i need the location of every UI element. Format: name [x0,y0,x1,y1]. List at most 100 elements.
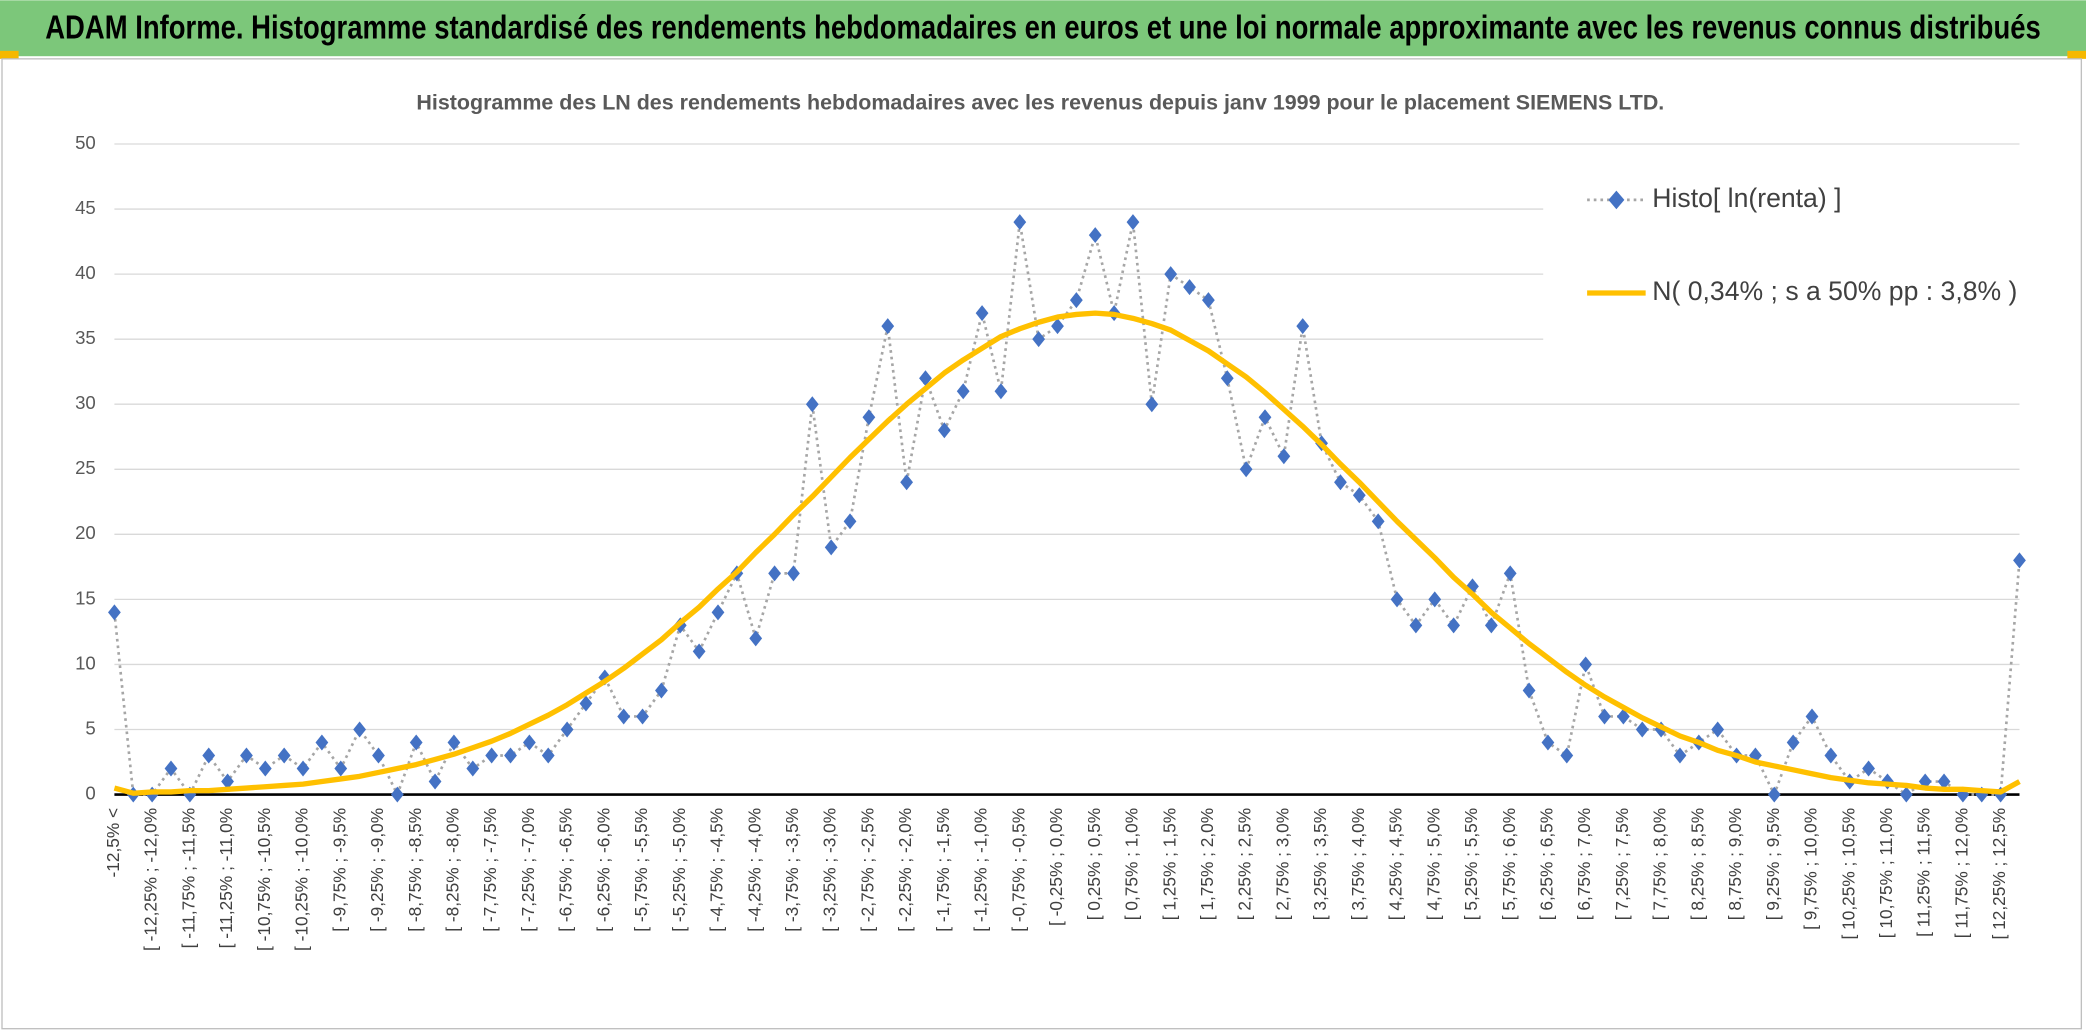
series-line [113,310,2021,796]
data-point [692,643,706,660]
x-tick-label: [ 6,75% ; 7,0% [1574,808,1594,920]
data-point [1635,721,1649,738]
x-tick-label: [ -9,25% ; -9,0% [367,808,387,932]
data-point [560,721,574,738]
x-tick-label: [ 5,25% ; 5,5% [1461,808,1481,920]
x-tick-label: [ -3,25% ; -3,0% [820,808,840,932]
data-point [334,760,348,777]
data-point [183,786,197,803]
data-point [315,734,329,751]
y-tick-label: 5 [85,717,95,738]
y-tick-label: 0 [85,782,95,803]
data-point [390,786,404,803]
chart-border [1,58,2083,1030]
x-tick-label: [ -1,25% ; -1,0% [971,808,991,932]
x-tick-label: [ -11,75% ; -11,5% [178,808,198,949]
x-tick-label: [ 4,25% ; 4,5% [1386,808,1406,920]
x-tick-label: [ 7,25% ; 7,5% [1612,808,1632,920]
x-tick-label: [ -4,75% ; -4,5% [707,808,727,932]
data-point [1032,331,1046,348]
x-tick-label: [ 2,75% ; 3,0% [1272,808,1292,920]
data-point [1334,474,1347,491]
data-point [1616,708,1630,725]
x-tick-label: [ 3,75% ; 4,0% [1348,808,1368,920]
data-point [1560,747,1574,764]
data-point [1937,773,1951,790]
x-tick-label: [ 7,75% ; 8,0% [1650,808,1670,920]
x-tick-label: [ -8,25% ; -8,0% [442,808,462,932]
data-point [1447,617,1461,634]
data-point [579,695,593,712]
y-tick-label: 40 [75,262,96,283]
data-point [1183,279,1196,296]
data-point [1484,617,1498,634]
data-point [1088,227,1102,244]
data-point [749,630,763,647]
x-tick-label: [ -12,25% ; -12,0% [141,808,161,951]
x-tick-label: [ -3,75% ; -3,5% [782,808,802,932]
data-point [1767,786,1781,803]
data-point [824,539,838,556]
x-tick-label: [ -2,75% ; -2,5% [857,808,877,932]
x-tick-label: [ -7,25% ; -7,0% [518,808,538,932]
data-point [1145,396,1159,413]
x-tick-label: [ -1,75% ; -1,5% [933,808,953,932]
data-point [1126,214,1140,231]
data-point [1824,747,1838,764]
data-point [843,513,857,530]
data-point [258,760,272,777]
data-point [1409,617,1423,634]
x-tick-label: [ -2,25% ; -2,0% [895,808,915,932]
y-tick-label: 50 [75,132,96,153]
data-point [919,370,932,387]
corner [2067,50,2086,59]
data-point [372,747,385,764]
x-tick-label: [ 12,25% ; 12,5% [1989,808,2009,940]
legend-marker [1608,190,1625,210]
x-tick-label: [ -6,75% ; -6,5% [556,808,576,932]
x-tick-label: [ -10,25% ; -10,0% [292,808,312,951]
x-tick-label: [ 3,25% ; 3,5% [1310,808,1330,920]
data-point [617,708,631,725]
data-point [1711,721,1725,738]
x-tick-label: [ -9,75% ; -9,5% [329,808,349,932]
data-point [1862,760,1875,777]
legend-label: N( 0,34% ; s a 50% pp : 3,8% ) [1652,276,2017,306]
x-tick-label: [ 2,25% ; 2,5% [1235,808,1255,920]
x-tick-label: [ -8,75% ; -8,5% [405,808,425,932]
data-point [1805,708,1819,725]
data-point [1522,682,1536,699]
data-point [240,747,253,764]
data-point [504,747,517,764]
x-tick-label: [ 8,25% ; 8,5% [1687,808,1707,920]
data-point [655,682,668,699]
y-tick-label: 35 [75,327,96,348]
x-tick-label: [ -5,75% ; -5,5% [631,808,651,932]
data-point [881,318,895,335]
data-point [1598,708,1611,725]
data-point [805,396,819,413]
data-point [164,760,178,777]
data-point [1220,370,1234,387]
data-point [1164,266,1178,283]
data-point [1277,448,1291,465]
data-point [1296,318,1310,335]
data-point [1051,318,1064,335]
x-tick-label: [ -4,25% ; -4,0% [744,808,764,932]
x-tick-label: [ 10,75% ; 11,0% [1876,808,1896,938]
x-tick-label: [ 10,25% ; 10,5% [1838,808,1858,940]
x-tick-label: [ -0,25% ; 0,0% [1046,808,1066,926]
data-point [1503,565,1517,582]
x-tick-label: -12,5% < [103,808,123,878]
chart-title: Histogramme des LN des rendements hebdom… [416,91,1664,115]
data-point [1541,734,1555,751]
x-tick-label: [ -11,25% ; -11,0% [216,808,236,949]
data-point [447,734,461,751]
data-point [1579,656,1593,673]
x-tick-label: [ -10,75% ; -10,5% [254,808,274,951]
x-tick-label: [ 0,25% ; 0,5% [1084,808,1104,920]
data-point [1202,292,1215,309]
x-tick-label: [ -6,25% ; -6,0% [593,808,613,932]
x-tick-label: [ -5,25% ; -5,0% [669,808,689,932]
